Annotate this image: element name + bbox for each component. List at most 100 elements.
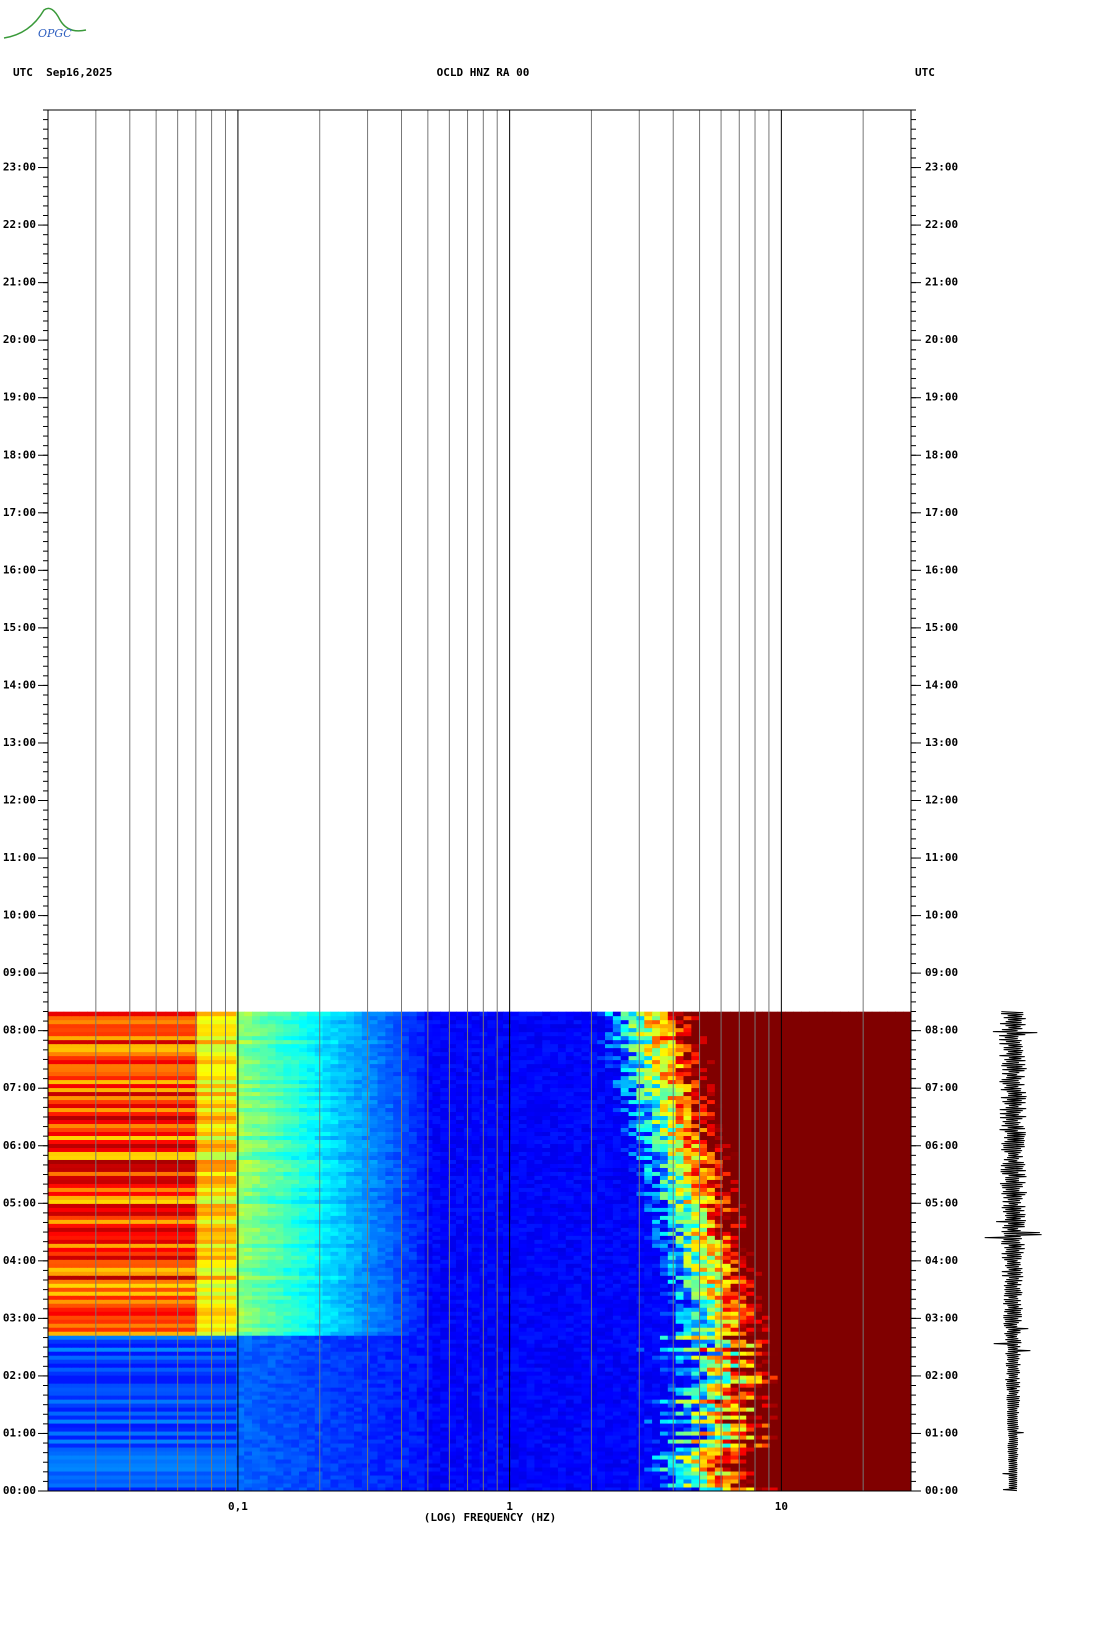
spectrogram-cell xyxy=(416,1467,426,1472)
spectrogram-cell xyxy=(628,1367,637,1372)
spectrogram-cell xyxy=(338,1483,347,1488)
spectrogram-cell xyxy=(244,1335,253,1340)
spectrogram-cell xyxy=(251,1435,261,1440)
spectrogram-cell xyxy=(518,1411,528,1416)
spectrogram-cell xyxy=(714,1423,724,1428)
spectrogram-cell xyxy=(134,1451,143,1456)
spectrogram-cell xyxy=(887,1383,896,1388)
spectrogram-cell xyxy=(48,1459,57,1464)
spectrogram-cell xyxy=(620,1459,630,1464)
spectrogram-cell xyxy=(754,1435,763,1440)
spectrogram-cell xyxy=(432,1435,441,1440)
spectrogram-cell xyxy=(510,1435,520,1440)
spectrogram-cell xyxy=(228,1403,237,1408)
spectrogram-cell xyxy=(816,1479,826,1484)
spectrogram-cell xyxy=(126,1351,135,1356)
spectrogram-cell xyxy=(440,1479,449,1484)
spectrogram-cell xyxy=(809,1459,818,1464)
spectrogram-cell xyxy=(401,1407,410,1412)
spectrogram-cell xyxy=(306,1475,316,1480)
spectrogram-cell xyxy=(769,1395,779,1400)
spectrogram-cell xyxy=(714,1431,724,1436)
spectrogram-cell xyxy=(801,1351,810,1356)
spectrogram-cell xyxy=(353,1359,363,1364)
spectrogram-cell xyxy=(189,1315,198,1320)
spectrogram-cell xyxy=(746,1467,755,1472)
spectrogram-cell xyxy=(338,1371,347,1376)
spectrogram-cell xyxy=(149,1363,159,1368)
spectrogram-cell xyxy=(589,1447,598,1452)
spectrogram-cell xyxy=(620,1359,630,1364)
spectrogram-cell xyxy=(503,1419,512,1424)
spectrogram-cell xyxy=(597,1359,606,1364)
spectrogram-cell xyxy=(761,1371,771,1376)
spectrogram-cell xyxy=(189,1427,198,1432)
spectrogram-cell xyxy=(801,1455,810,1460)
spectrogram-cell xyxy=(848,1375,857,1380)
spectrogram-cell xyxy=(832,1427,841,1432)
spectrogram-cell xyxy=(793,1319,802,1324)
spectrogram-cell xyxy=(863,1367,873,1372)
spectrogram-cell xyxy=(189,1443,198,1448)
spectrogram-cell xyxy=(322,1327,331,1332)
spectrogram-cell xyxy=(338,1399,347,1404)
spectrogram-cell xyxy=(565,1459,575,1464)
spectrogram-cell xyxy=(793,1311,802,1316)
spectrogram-cell xyxy=(652,1471,661,1476)
spectrogram-cell xyxy=(220,1367,229,1372)
spectrogram-cell xyxy=(856,1419,865,1424)
spectrogram-cell xyxy=(605,1331,614,1336)
spectrogram-cell xyxy=(887,1339,896,1344)
spectrogram-cell xyxy=(275,1483,284,1488)
spectrogram-cell xyxy=(612,1383,622,1388)
spectrogram-cell xyxy=(385,1311,394,1316)
spectrogram-cell xyxy=(863,1315,873,1320)
spectrogram-cell xyxy=(707,1399,716,1404)
spectrogram-cell xyxy=(181,1447,190,1452)
spectrogram-cell xyxy=(816,1447,826,1452)
spectrogram-cell xyxy=(746,1459,755,1464)
spectrogram-cell xyxy=(714,1343,724,1348)
spectrogram-cell xyxy=(746,1383,755,1388)
spectrogram-cell xyxy=(408,1467,418,1472)
spectrogram-cell xyxy=(557,1459,567,1464)
spectrogram-cell xyxy=(510,1315,520,1320)
spectrogram-cell xyxy=(565,1475,575,1480)
spectrogram-cell xyxy=(244,1463,253,1468)
spectrogram-cell xyxy=(197,1439,206,1444)
spectrogram-cell xyxy=(495,1375,504,1380)
spectrogram-cell xyxy=(126,1331,135,1336)
spectrogram-cell xyxy=(79,1359,88,1364)
spectrogram-cell xyxy=(667,1455,677,1460)
spectrogram-cell xyxy=(487,1339,496,1344)
spectrogram-cell xyxy=(291,1455,300,1460)
spectrogram-cell xyxy=(157,1427,167,1432)
spectrogram-cell xyxy=(401,1339,410,1344)
spectrogram-cell xyxy=(95,1335,104,1340)
spectrogram-cell xyxy=(197,1407,206,1412)
spectrogram-cell xyxy=(871,1471,881,1476)
spectrogram-cell xyxy=(165,1475,175,1480)
spectrogram-cell xyxy=(542,1363,551,1368)
spectrogram-cell xyxy=(895,1439,904,1444)
spectrogram-cell xyxy=(291,1399,300,1404)
spectrogram-cell xyxy=(346,1367,355,1372)
spectrogram-cell xyxy=(228,1407,237,1412)
spectrogram-cell xyxy=(369,1487,379,1492)
spectrogram-cell xyxy=(283,1483,292,1488)
spectrogram-cell xyxy=(785,1419,794,1424)
spectrogram-cell xyxy=(134,1395,143,1400)
spectrogram-cell xyxy=(314,1399,324,1404)
spectrogram-cell xyxy=(557,1351,567,1356)
spectrogram-cell xyxy=(401,1323,410,1328)
spectrogram-cell xyxy=(322,1387,331,1392)
spectrogram-cell xyxy=(636,1467,645,1472)
spectrogram-cell xyxy=(746,1363,755,1368)
spectrogram-cell xyxy=(79,1355,88,1360)
spectrogram-cell xyxy=(377,1479,386,1484)
spectrogram-cell xyxy=(707,1463,716,1468)
spectrogram-cell xyxy=(424,1475,433,1480)
spectrogram-cell xyxy=(605,1459,614,1464)
spectrogram-cell xyxy=(503,1331,512,1336)
spectrogram-cell xyxy=(157,1455,167,1460)
